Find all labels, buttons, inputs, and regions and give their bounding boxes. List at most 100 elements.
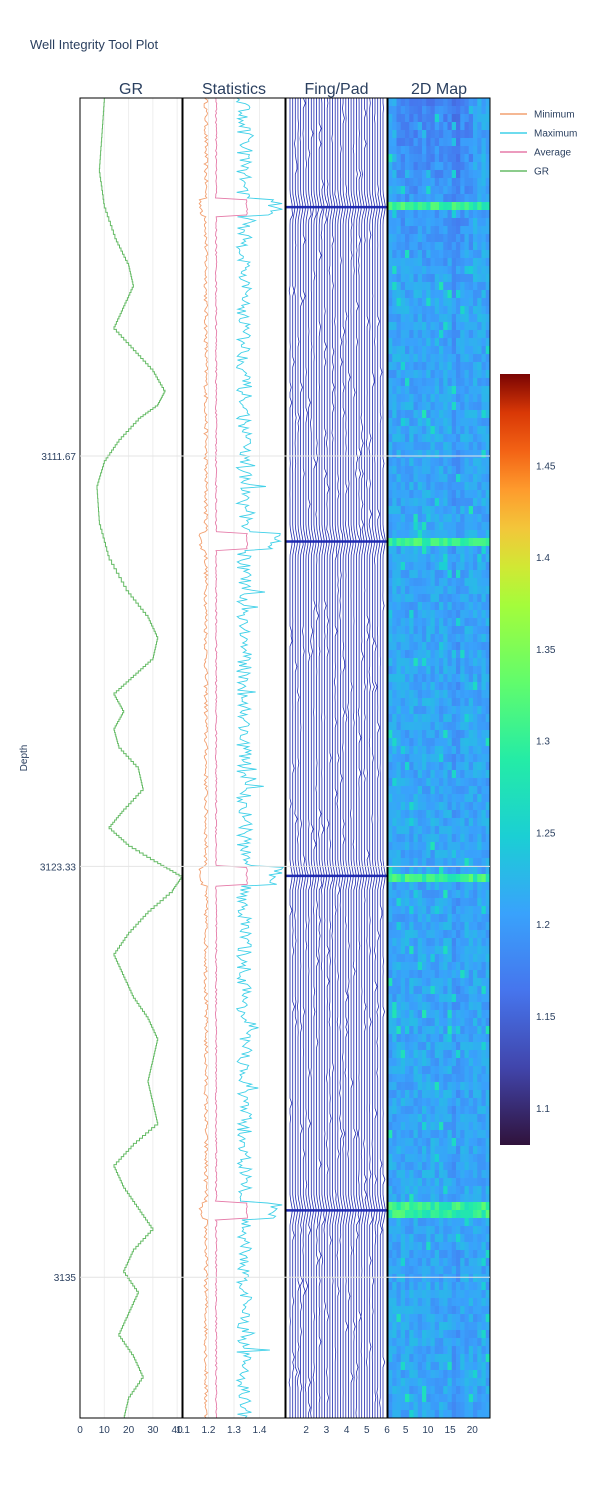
- heatmap-cell: [400, 210, 406, 219]
- heatmap-cell: [473, 794, 478, 803]
- heatmap-cell: [485, 1042, 491, 1051]
- heatmap-cell: [464, 562, 470, 571]
- heatmap-cell: [405, 954, 410, 963]
- heatmap-cell: [451, 1074, 457, 1083]
- heatmap-cell: [400, 1050, 406, 1059]
- heatmap-cell: [460, 474, 465, 483]
- heatmap-cell: [464, 1178, 470, 1187]
- heatmap-cell: [392, 786, 397, 795]
- heatmap-cell: [456, 450, 461, 459]
- heatmap-cell: [473, 378, 478, 387]
- heatmap-cell: [422, 522, 427, 531]
- heatmap-cell: [434, 1074, 440, 1083]
- heatmap-cell: [422, 378, 427, 387]
- heatmap-cell: [473, 642, 478, 651]
- heatmap-cell: [400, 1178, 406, 1187]
- legend-item-average[interactable]: Average: [500, 148, 572, 159]
- heatmap-cell: [400, 946, 406, 955]
- heatmap-cell: [473, 1098, 478, 1107]
- heatmap-cell: [413, 1138, 419, 1147]
- heatmap-cell: [481, 602, 487, 611]
- heatmap-cell: [456, 1186, 461, 1195]
- heatmap-cell: [468, 698, 474, 707]
- heatmap-cell: [460, 514, 465, 523]
- heatmap-cell: [413, 938, 419, 947]
- heatmap-cell: [396, 594, 402, 603]
- track-fing-pad: [286, 97, 387, 1419]
- heatmap-cell: [430, 826, 436, 835]
- heatmap-cell: [409, 1226, 414, 1235]
- heatmap-cell: [447, 418, 453, 427]
- y-tick-label: 3111.67: [41, 452, 76, 463]
- heatmap-cell: [400, 570, 406, 579]
- heatmap-cell: [473, 986, 478, 995]
- heatmap-cell: [481, 370, 487, 379]
- heatmap-cell: [439, 522, 444, 531]
- heatmap-cell: [405, 314, 410, 323]
- heatmap-cell: [456, 1226, 461, 1235]
- colorbar-tick-label: 1.1: [536, 1104, 550, 1115]
- heatmap-cell: [392, 258, 397, 267]
- heatmap-cell: [417, 426, 423, 435]
- heatmap-cell: [464, 498, 470, 507]
- heatmap-cell: [456, 1306, 461, 1315]
- heatmap-cell: [443, 938, 448, 947]
- heatmap-cell: [434, 594, 440, 603]
- heatmap-cell: [451, 1362, 457, 1371]
- heatmap-cell: [396, 1362, 402, 1371]
- heatmap-cell: [422, 170, 427, 179]
- heatmap-cell: [481, 354, 487, 363]
- heatmap-cell: [473, 938, 478, 947]
- heatmap-cell: [451, 1402, 457, 1411]
- heatmap-cell: [451, 890, 457, 899]
- heatmap-cell: [473, 1170, 478, 1179]
- heatmap-cell: [456, 458, 461, 467]
- heatmap-cell: [396, 1202, 402, 1211]
- legend-item-minimum[interactable]: Minimum: [500, 110, 575, 121]
- heatmap-cell: [409, 810, 414, 819]
- heatmap-cell: [417, 154, 423, 163]
- heatmap-cell: [443, 258, 448, 267]
- legend[interactable]: Minimum Maximum Average GR: [500, 110, 577, 178]
- heatmap-cell: [405, 162, 410, 171]
- heatmap-cell: [451, 1250, 457, 1259]
- heatmap-cell: [447, 1226, 453, 1235]
- heatmap-cell: [396, 530, 402, 539]
- heatmap-cell: [443, 994, 448, 1003]
- heatmap-cell: [481, 210, 487, 219]
- heatmap-cell: [456, 970, 461, 979]
- heatmap-cell: [464, 1242, 470, 1251]
- heatmap-cell: [464, 738, 470, 747]
- heatmap-cell: [460, 210, 465, 219]
- heatmap-cell: [405, 538, 410, 547]
- heatmap-cell: [409, 1410, 414, 1419]
- heatmap-cell: [409, 922, 414, 931]
- heatmap-cell: [460, 914, 465, 923]
- heatmap-cell: [388, 1106, 393, 1115]
- heatmap-cell: [473, 242, 478, 251]
- legend-item-maximum[interactable]: Maximum: [500, 129, 577, 140]
- heatmap-cell: [409, 250, 414, 259]
- heatmap-cell: [430, 818, 436, 827]
- heatmap-cell: [422, 882, 427, 891]
- heatmap-cell: [439, 306, 444, 315]
- heatmap-cell: [422, 570, 427, 579]
- heatmap-cell: [477, 690, 482, 699]
- heatmap-cell: [447, 298, 453, 307]
- heatmap-cell: [426, 970, 431, 979]
- heatmap-cell: [447, 826, 453, 835]
- heatmap-cell: [426, 1154, 431, 1163]
- heatmap-cell: [388, 602, 393, 611]
- heatmap-cell: [417, 210, 423, 219]
- heatmap-cell: [392, 186, 397, 195]
- legend-item-gr[interactable]: GR: [500, 167, 549, 178]
- heatmap-cell: [439, 490, 444, 499]
- heatmap-cell: [481, 458, 487, 467]
- heatmap-cell: [417, 594, 423, 603]
- heatmap-cell: [485, 1202, 491, 1211]
- heatmap-cell: [430, 938, 436, 947]
- heatmap-cell: [464, 834, 470, 843]
- heatmap-cell: [443, 202, 448, 211]
- heatmap-cell: [473, 1378, 478, 1387]
